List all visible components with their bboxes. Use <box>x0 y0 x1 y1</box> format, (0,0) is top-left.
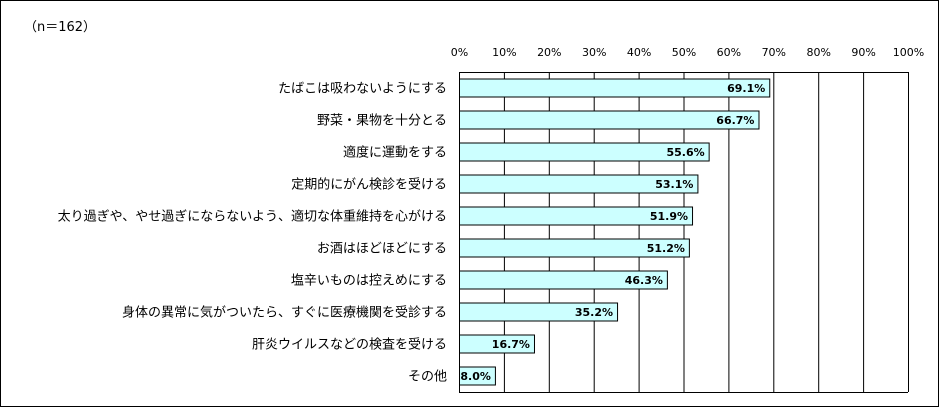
category-label: その他 <box>408 370 447 385</box>
category-label: たばこは吸わないようにする <box>278 82 447 97</box>
tick-labels: 0% 10% 20% 30% 40% 50% 60% 70% 80% 90% 100% <box>451 46 924 59</box>
bar <box>459 110 760 130</box>
value-label: 46.3% <box>625 274 663 287</box>
value-label: 66.7% <box>716 114 754 127</box>
bar <box>459 334 535 354</box>
bar <box>459 174 699 194</box>
category-label: 肝炎ウイルスなどの検査を受ける <box>252 338 447 353</box>
value-labels: 69.1% 66.7% 55.6% 53.1% 51.9% 51.2% 46.3% 35.2%… <box>460 82 765 383</box>
x-tick-label: 20% <box>537 46 561 59</box>
value-label: 53.1% <box>655 178 693 191</box>
category-label: お酒はほどほどにする <box>317 242 447 257</box>
category-label: 太り過ぎや、やせ過ぎにならないよう、適切な体重維持を心がける <box>58 209 447 225</box>
category-labels: たばこは吸わないようにする野菜・果物を十分とる適度に運動をする定期的にがん検診を… <box>58 82 447 385</box>
x-tick-label: 60% <box>717 46 741 59</box>
value-label: 16.7% <box>492 338 530 351</box>
value-label: 8.0% <box>460 370 491 383</box>
bar <box>459 206 694 226</box>
category-label: 適度に運動をする <box>343 145 447 161</box>
x-tick-label: 0% <box>451 46 468 59</box>
bar <box>459 78 771 98</box>
bars <box>459 78 771 386</box>
x-tick-label: 70% <box>762 46 786 59</box>
sample-size-note: （n＝162） <box>24 20 97 35</box>
category-label: 塩辛いものは控えめにする <box>291 274 447 289</box>
x-tick-label: 90% <box>851 46 875 59</box>
category-label: 定期的にがん検診を受ける <box>291 177 447 193</box>
value-label: 35.2% <box>575 306 613 319</box>
value-label: 69.1% <box>727 82 765 95</box>
value-label: 55.6% <box>666 146 704 159</box>
x-tick-label: 100% <box>893 46 924 59</box>
bar <box>459 270 668 290</box>
value-label: 51.2% <box>647 242 685 255</box>
x-tick-label: 80% <box>806 46 830 59</box>
bar <box>459 302 619 322</box>
bar <box>459 142 710 162</box>
x-tick-label: 40% <box>627 46 651 59</box>
x-tick-label: 10% <box>492 46 516 59</box>
bar <box>459 366 496 386</box>
bar <box>459 238 690 258</box>
category-label: 野菜・果物を十分とる <box>317 114 447 129</box>
x-tick-label: 50% <box>672 46 696 59</box>
value-label: 51.9% <box>650 210 688 223</box>
category-label: 身体の異常に気がついたら、すぐに医療機関を受診する <box>122 305 447 321</box>
x-tick-label: 30% <box>582 46 606 59</box>
